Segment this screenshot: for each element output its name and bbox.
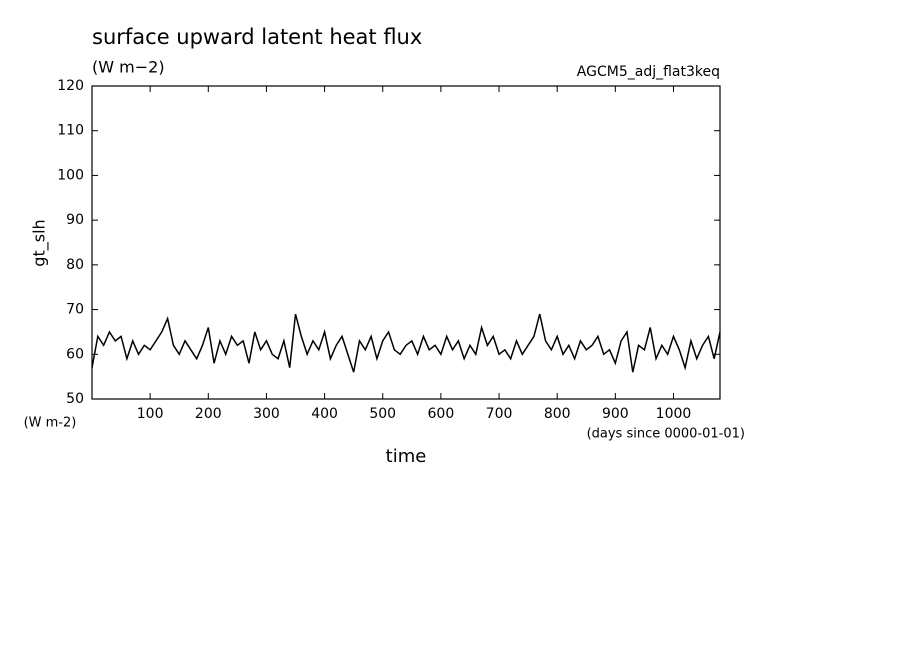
x-tick-label: 300 [253, 406, 280, 422]
x-tick-label: 100 [137, 406, 164, 422]
x-tick-label: 400 [311, 406, 338, 422]
y-tick-label: 80 [66, 257, 84, 273]
y-tick-label: 100 [57, 167, 84, 183]
y-label: gt_slh [30, 219, 50, 266]
x-tick-label: 700 [486, 406, 513, 422]
chart-title: surface upward latent heat flux [92, 25, 422, 49]
x-units: (days since 0000-01-01) [587, 427, 745, 442]
y-tick-label: 50 [66, 391, 84, 407]
series-line [91, 313, 721, 373]
y-tick-label: 60 [66, 346, 84, 362]
x-tick-label: 800 [544, 406, 571, 422]
y-tick-label: 120 [57, 78, 84, 94]
x-tick-label: 900 [602, 406, 629, 422]
units: (W m−2) [92, 58, 165, 77]
y-tick-label: 90 [66, 212, 84, 228]
x-tick-label: 200 [195, 406, 222, 422]
y-tick-label: 110 [57, 123, 84, 139]
x-tick-label: 1000 [656, 406, 692, 422]
x-tick-label: 600 [428, 406, 455, 422]
y-units: (W m-2) [24, 416, 77, 431]
x-tick-label: 500 [369, 406, 396, 422]
y-tick-label: 70 [66, 302, 84, 318]
experiment: AGCM5_adj_flat3keq [577, 64, 720, 80]
plot-frame [91, 85, 721, 400]
x-label: time [386, 446, 427, 467]
